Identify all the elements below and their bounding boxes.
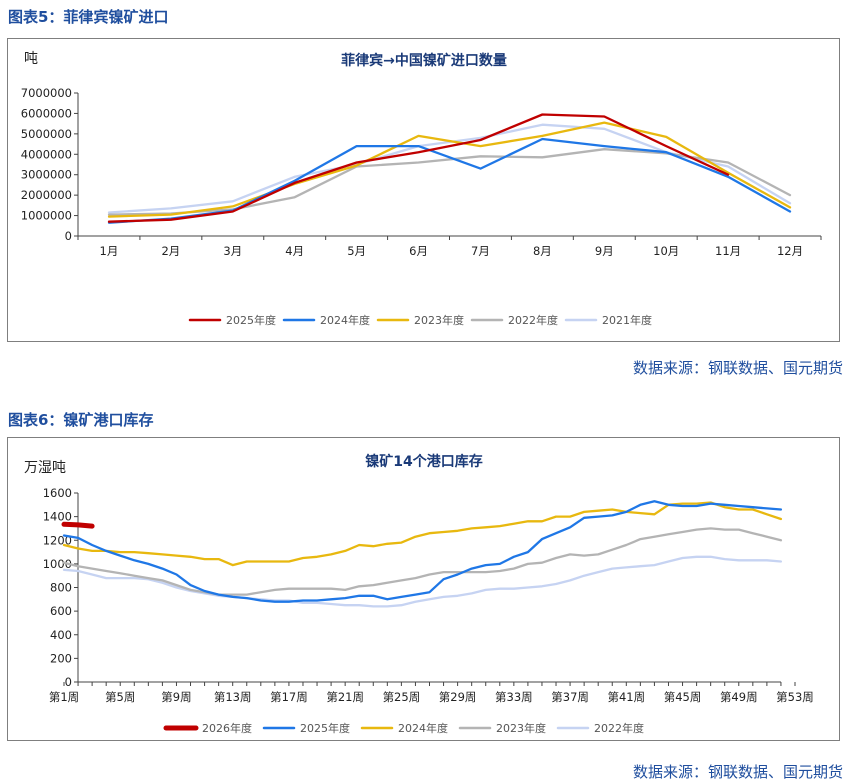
chart2-x-tick-label: 第29周	[439, 690, 477, 704]
chart2-y-tick-label: 400	[50, 628, 72, 642]
chart2-legend-label-2: 2025年度	[300, 721, 350, 735]
chart2-x-tick-label: 第41周	[607, 690, 645, 704]
chart2-series-line-2	[62, 500, 783, 603]
chart1-y-tick-label: 2000000	[21, 188, 72, 202]
chart2-y-unit-label: 万湿吨	[24, 460, 66, 476]
chart1-series-line-5	[107, 123, 792, 214]
chart1-x-tick-label: 1月	[100, 244, 119, 258]
chart2-x-tick-label: 第53周	[776, 690, 814, 704]
chart1-x-tick-label: 9月	[595, 244, 614, 258]
chart2-x-tick-label: 第37周	[551, 690, 589, 704]
chart1-svg: 菲律宾→中国镍矿进口数量 吨 0 1000000 2000000 3000000 40000…	[21, 51, 822, 327]
figure1-caption: 图表5：菲律宾镍矿进口	[8, 8, 169, 26]
chart1-y-tick-label: 7000000	[21, 86, 72, 100]
chart2-svg: 镍矿14个港口库存万湿吨0200400600800100012001400160…	[24, 453, 814, 735]
chart1-y-tick-label: 6000000	[21, 106, 72, 120]
chart2-y-tick-label: 1400	[43, 510, 72, 524]
chart1-legend-label-2: 2024年度	[320, 313, 370, 327]
chart1-y-tick-label: 3000000	[21, 168, 72, 182]
chart2-x-tick-label: 第17周	[270, 690, 308, 704]
chart2-x-tick-label: 第49周	[720, 690, 758, 704]
chart1-series-line-1	[107, 113, 730, 223]
figure1-source: 数据来源：钢联数据、国元期货	[632, 359, 843, 377]
chart1-panel: 菲律宾→中国镍矿进口数量 吨 0 1000000 2000000 3000000 40000…	[7, 38, 840, 342]
chart1-x-tick-label: 11月	[715, 244, 741, 258]
chart2-series-line-1	[61, 521, 95, 529]
chart2-title: 镍矿14个港口库存	[365, 453, 482, 470]
chart1-legend-label-5: 2021年度	[602, 313, 652, 327]
chart1-x-tick-label: 12月	[777, 244, 803, 258]
chart2-panel: 镍矿14个港口库存 万湿吨 0 200 400 600 800 1000 1200 1400 160…	[7, 437, 840, 741]
chart2-x-tick-label: 第25周	[383, 690, 421, 704]
chart2-x-tick-label: 第45周	[664, 690, 702, 704]
chart1-x-tick-label: 5月	[347, 244, 366, 258]
chart1-legend-label-4: 2022年度	[508, 313, 558, 327]
chart1-x-tick-label: 8月	[533, 244, 552, 258]
chart1-y-tick-label: 0	[65, 229, 72, 243]
chart1-x-tick-label: 10月	[653, 244, 679, 258]
chart1-y-tick-label: 1000000	[21, 209, 72, 223]
chart2-y-tick-label: 0	[65, 675, 72, 689]
chart1-title: 菲律宾→中国镍矿进口数量	[341, 52, 507, 69]
chart2-y-tick-label: 200	[50, 651, 72, 665]
chart1-x-tick-label: 6月	[409, 244, 428, 258]
chart1-legend-label-1: 2025年度	[226, 313, 276, 327]
chart2-legend-label-4: 2023年度	[496, 721, 546, 735]
chart2-x-tick-label: 第21周	[326, 690, 364, 704]
chart1-x-tick-label: 4月	[285, 244, 304, 258]
chart1-series-line-4	[107, 148, 792, 216]
chart1-x-tick-label: 2月	[161, 244, 180, 258]
chart2-x-tick-label: 第13周	[214, 690, 252, 704]
chart2-y-tick-label: 800	[50, 581, 72, 595]
chart1-y-tick-label: 4000000	[21, 147, 72, 161]
figure2-caption: 图表6：镍矿港口库存	[8, 411, 154, 429]
chart2-legend-label-5: 2022年度	[594, 721, 644, 735]
chart2-x-tick-label: 第33周	[495, 690, 533, 704]
chart1-series-line-3	[107, 121, 792, 218]
chart1-y-unit-label: 吨	[24, 51, 38, 67]
chart2-x-tick-label: 第1周	[49, 690, 79, 704]
chart1-x-tick-label: 7月	[471, 244, 490, 258]
chart1-x-tick-label: 3月	[223, 244, 242, 258]
chart2-legend-label-3: 2024年度	[398, 721, 448, 735]
chart2-x-tick-label: 第5周	[105, 690, 135, 704]
chart2-y-tick-label: 600	[50, 604, 72, 618]
chart1-legend-label-3: 2023年度	[414, 313, 464, 327]
chart2-y-tick-label: 1000	[43, 557, 72, 571]
chart1-y-tick-label: 5000000	[21, 127, 72, 141]
chart2-y-tick-label: 1600	[43, 486, 72, 500]
chart2-x-tick-label: 第9周	[161, 690, 191, 704]
chart2-legend-label-1: 2026年度	[202, 721, 252, 735]
chart2-series-line-3	[62, 501, 783, 567]
figure2-source: 数据来源：钢联数据、国元期货	[632, 763, 843, 781]
chart2-series-line-5	[62, 555, 783, 608]
chart2-series-line-4	[62, 527, 783, 596]
